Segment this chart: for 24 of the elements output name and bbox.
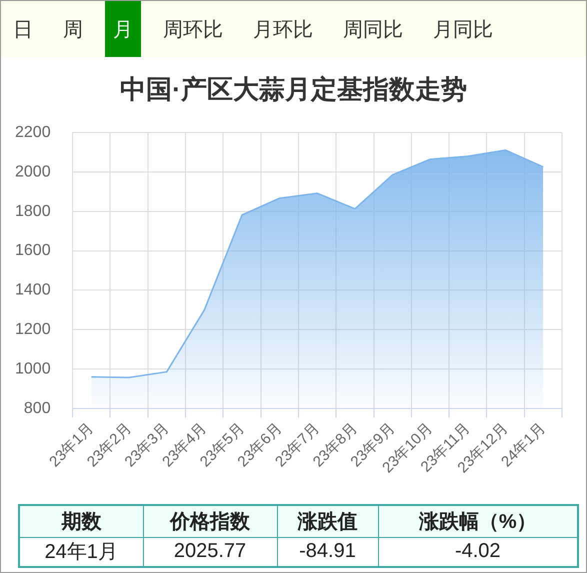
y-tick-label: 1200 <box>15 321 51 338</box>
text: 涨跌幅（%） <box>378 505 578 537</box>
y-tick-label: 1600 <box>15 242 51 260</box>
y-tick-label: 1400 <box>15 282 51 299</box>
y-tick-label: 1000 <box>15 360 51 378</box>
y-tick-label: 800 <box>24 400 51 417</box>
chart-title: 中国·产区大蒜月定基指数走势 <box>119 73 468 106</box>
text: 期数 <box>19 505 143 537</box>
y-tick-label: 2200 <box>15 124 51 142</box>
text: 2025.77 <box>143 537 277 567</box>
text: 涨跌值 <box>277 505 378 537</box>
y-tick-label: 2000 <box>15 163 51 180</box>
text: 周环比 <box>163 18 223 42</box>
y-tick-label: 1800 <box>15 202 51 220</box>
text: 月同比 <box>433 18 493 42</box>
text: -4.02 <box>378 537 578 567</box>
text: 24年1月 <box>19 537 143 567</box>
selected-tab: 月 <box>105 1 141 57</box>
text: 日 <box>13 18 33 42</box>
text: 价格指数 <box>143 505 277 537</box>
text: 周 <box>63 18 83 42</box>
text: -84.91 <box>277 537 378 567</box>
text: 月环比 <box>253 18 313 42</box>
text: 周同比 <box>343 18 403 42</box>
